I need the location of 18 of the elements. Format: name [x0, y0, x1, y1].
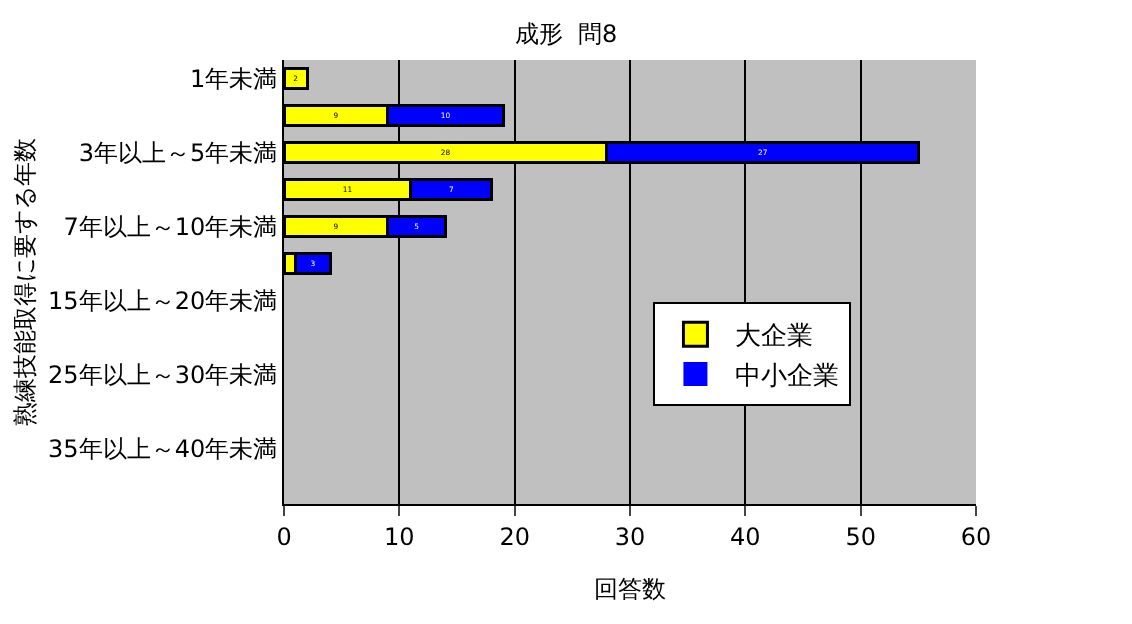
x-tick-label: 40: [730, 522, 761, 551]
y-tick-label: 25年以上～30年未満: [48, 360, 278, 389]
legend-label: 中小企業: [735, 362, 840, 393]
y-tick-label: 3年以上～5年未満: [78, 138, 278, 167]
y-tick-label: 35年以上～40年未満: [48, 434, 278, 463]
x-tick-label: 60: [960, 522, 992, 551]
y-tick-label: 15年以上～20年未満: [48, 286, 278, 315]
x-tick-label: 30: [614, 522, 646, 551]
y-tick-label: 7年以上～10年未満: [63, 212, 278, 241]
x-tick-label: 10: [384, 522, 415, 551]
legend-label: 大企業: [735, 322, 814, 353]
x-tick-label: 0: [276, 522, 292, 551]
x-tick-label: 20: [499, 522, 530, 551]
x-tick-label: 50: [845, 522, 876, 551]
y-axis-title: 熟練技能取得に要する年数: [10, 138, 39, 426]
y-tick-label: 1年未満: [189, 64, 278, 93]
chart-title: 成形 問8: [514, 19, 618, 48]
x-axis-title: 回答数: [594, 574, 666, 603]
